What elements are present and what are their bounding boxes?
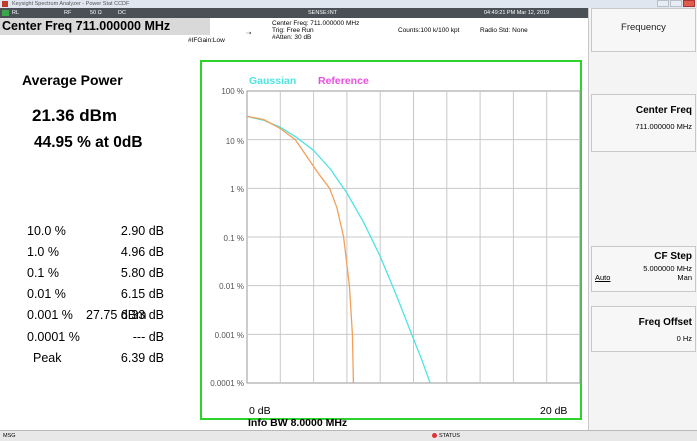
center-freq-title[interactable]: Center Freq 711.000000 MHz xyxy=(0,18,210,35)
center-freq-softkey[interactable]: Center Freq 711.000000 MHz xyxy=(591,94,696,152)
status-label: STATUS xyxy=(439,433,460,439)
stat-value: 6.39 dB xyxy=(120,351,164,365)
trig-line: Trig: Free Run xyxy=(272,27,314,34)
average-power-title: Average Power xyxy=(22,72,123,88)
frequency-menu-header: Frequency xyxy=(591,8,696,52)
center-freq-value: 711.000000 MHz xyxy=(635,122,692,131)
status-icon xyxy=(432,433,437,439)
cf-step-auto[interactable]: Auto xyxy=(595,273,611,282)
stat-value: 2.90 dB xyxy=(120,224,164,238)
stat-label: 0.0001 % xyxy=(27,330,80,344)
radio-std-line: Radio Std: None xyxy=(480,27,528,34)
stat-value: 6.33 dB xyxy=(120,308,164,322)
cf-step-man[interactable]: Man xyxy=(677,273,692,282)
y-tick-label: 10 % xyxy=(225,137,244,146)
center-freq-label: Center Freq xyxy=(635,105,692,116)
y-tick-label: 100 % xyxy=(221,87,244,96)
msg-label: MSG xyxy=(3,433,16,439)
stat-label: 0.1 % xyxy=(27,266,59,280)
app-icon xyxy=(2,1,8,7)
stat-value: 4.96 dB xyxy=(120,245,164,259)
frequency-header: Frequency xyxy=(621,22,666,33)
measurement-header: Center Freq 711.000000 MHz Center Freq: … xyxy=(0,18,588,62)
cf-step-label: CF Step xyxy=(654,251,692,262)
sense-label: SENSE:INT xyxy=(308,10,338,16)
y-tick-label: 1 % xyxy=(230,185,244,194)
softkey-panel: Frequency Center Freq 711.000000 MHz CF … xyxy=(588,8,697,430)
y-tick-label: 0.1 % xyxy=(223,234,244,243)
x-tick-label-end: 20 dB xyxy=(540,405,568,417)
cf-step-value: 5.000000 MHz xyxy=(643,264,692,273)
datetime-label: 04:49:21 PM Mar 12, 2019 xyxy=(484,10,550,16)
stat-value: 5.80 dB xyxy=(120,266,164,280)
minimize-button[interactable] xyxy=(657,0,669,7)
stat-label: 1.0 % xyxy=(27,245,59,259)
stat-label: 0.01 % xyxy=(27,287,66,301)
freq-offset-softkey[interactable]: Freq Offset 0 Hz xyxy=(591,306,696,352)
stat-value: --- dB xyxy=(132,330,164,344)
atten-line: #Atten: 30 dB xyxy=(272,34,312,41)
x-tick-label-start: 0 dB xyxy=(249,405,271,417)
peak-dbm: 27.75 dBm xyxy=(86,308,147,322)
y-tick-label: 0.01 % xyxy=(219,282,244,291)
close-button[interactable] xyxy=(683,0,695,7)
counts-line: Counts:100 k/100 kpt xyxy=(398,27,460,34)
arrow-icon: ⇢ xyxy=(246,30,252,37)
coupling-label[interactable]: DC xyxy=(118,10,126,16)
window-controls xyxy=(656,0,695,7)
results-panel: Average Power 21.36 dBm 44.95 % at 0dB 1… xyxy=(0,60,190,420)
impedance-label[interactable]: 50 Ω xyxy=(90,10,102,16)
legend-reference: Reference xyxy=(318,75,369,87)
rf-label[interactable]: RF xyxy=(64,10,72,16)
stat-label: 10.0 % xyxy=(27,224,66,238)
status-bar: MSG STATUS xyxy=(0,430,697,441)
y-tick-label: 0.001 % xyxy=(214,331,244,340)
center-freq-line: Center Freq: 711.000000 MHz xyxy=(272,20,360,27)
legend-gaussian: Gaussian xyxy=(249,75,297,87)
average-power-dbm: 21.36 dBm xyxy=(32,106,118,125)
stat-label: Peak xyxy=(33,351,62,365)
freq-offset-label: Freq Offset xyxy=(638,317,692,328)
y-tick-label: 0.0001 % xyxy=(210,379,244,388)
window-title: Keysight Spectrum Analyzer - Power Stat … xyxy=(12,1,130,7)
info-bw-label: Info BW 8.0000 MHz xyxy=(248,417,348,429)
status-indicator[interactable]: STATUS xyxy=(432,431,460,441)
rl-label[interactable]: RL xyxy=(12,10,20,16)
graph-frame xyxy=(200,60,582,420)
stat-label: 0.001 % xyxy=(27,308,73,322)
average-power-percent: 44.95 % at 0dB xyxy=(34,134,143,151)
cf-step-softkey[interactable]: CF Step 5.000000 MHz Auto Man xyxy=(591,246,696,292)
ifgain-line: #IFGain:Low xyxy=(188,37,225,44)
maximize-button[interactable] xyxy=(670,0,682,7)
settings-bar: RL RF 50 Ω DC SENSE:INT 04:49:21 PM Mar … xyxy=(0,8,588,18)
lxi-icon xyxy=(2,10,9,16)
stat-value: 6.15 dB xyxy=(120,287,164,301)
freq-offset-value: 0 Hz xyxy=(676,334,692,343)
